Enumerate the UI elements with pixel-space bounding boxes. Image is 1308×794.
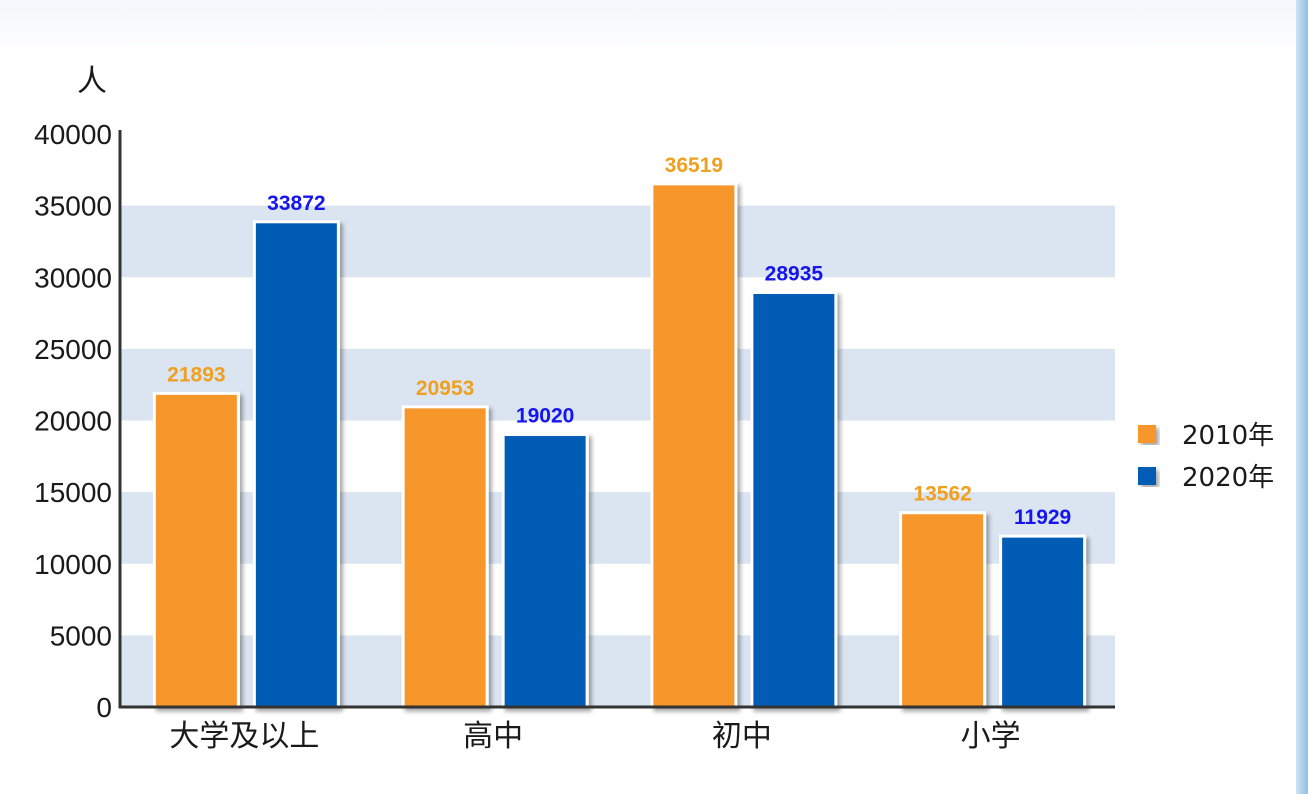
bar (650, 182, 738, 709)
legend-swatch (1138, 425, 1156, 443)
legend-label: 2020年 (1182, 463, 1274, 493)
right-edge-strip (1296, 0, 1308, 794)
data-label: 19020 (516, 405, 574, 428)
bar (750, 291, 838, 709)
x-tick-label: 高中 (463, 719, 523, 754)
bar (899, 511, 987, 709)
data-label: 28935 (765, 263, 824, 286)
y-tick-label: 10000 (34, 549, 112, 580)
bar (401, 405, 489, 709)
y-tick-label: 20000 (34, 406, 112, 437)
legend-swatch (1138, 467, 1156, 485)
data-label: 36519 (665, 154, 723, 177)
data-label: 20953 (416, 377, 474, 400)
bar (999, 534, 1087, 709)
y-tick-label: 25000 (34, 334, 112, 365)
x-tick-label: 大学及以上 (169, 719, 319, 754)
y-axis-label: 人 (77, 64, 107, 99)
data-label: 21893 (167, 363, 225, 386)
data-label: 33872 (267, 192, 325, 215)
bar (501, 433, 589, 709)
x-tick-label: 初中 (712, 719, 772, 754)
labels: 人 0 5000 10000 15000 20000 25000 30000 35000 400… (34, 64, 1071, 754)
legend: 2010年 2020年 (1138, 421, 1274, 493)
bar (252, 220, 340, 709)
y-tick-label: 0 (96, 692, 112, 723)
bars (152, 182, 1087, 709)
x-tick-label: 小学 (961, 719, 1021, 754)
bar (152, 391, 240, 709)
y-tick-label: 15000 (34, 477, 112, 508)
data-label: 11929 (1014, 506, 1071, 529)
y-tick-label: 40000 (34, 119, 112, 150)
y-tick-label: 30000 (34, 262, 112, 293)
legend-label: 2010年 (1182, 421, 1274, 451)
y-tick-label: 5000 (50, 620, 112, 651)
data-label: 13562 (913, 483, 971, 506)
y-tick-label: 35000 (34, 191, 112, 222)
axes (118, 130, 1115, 709)
